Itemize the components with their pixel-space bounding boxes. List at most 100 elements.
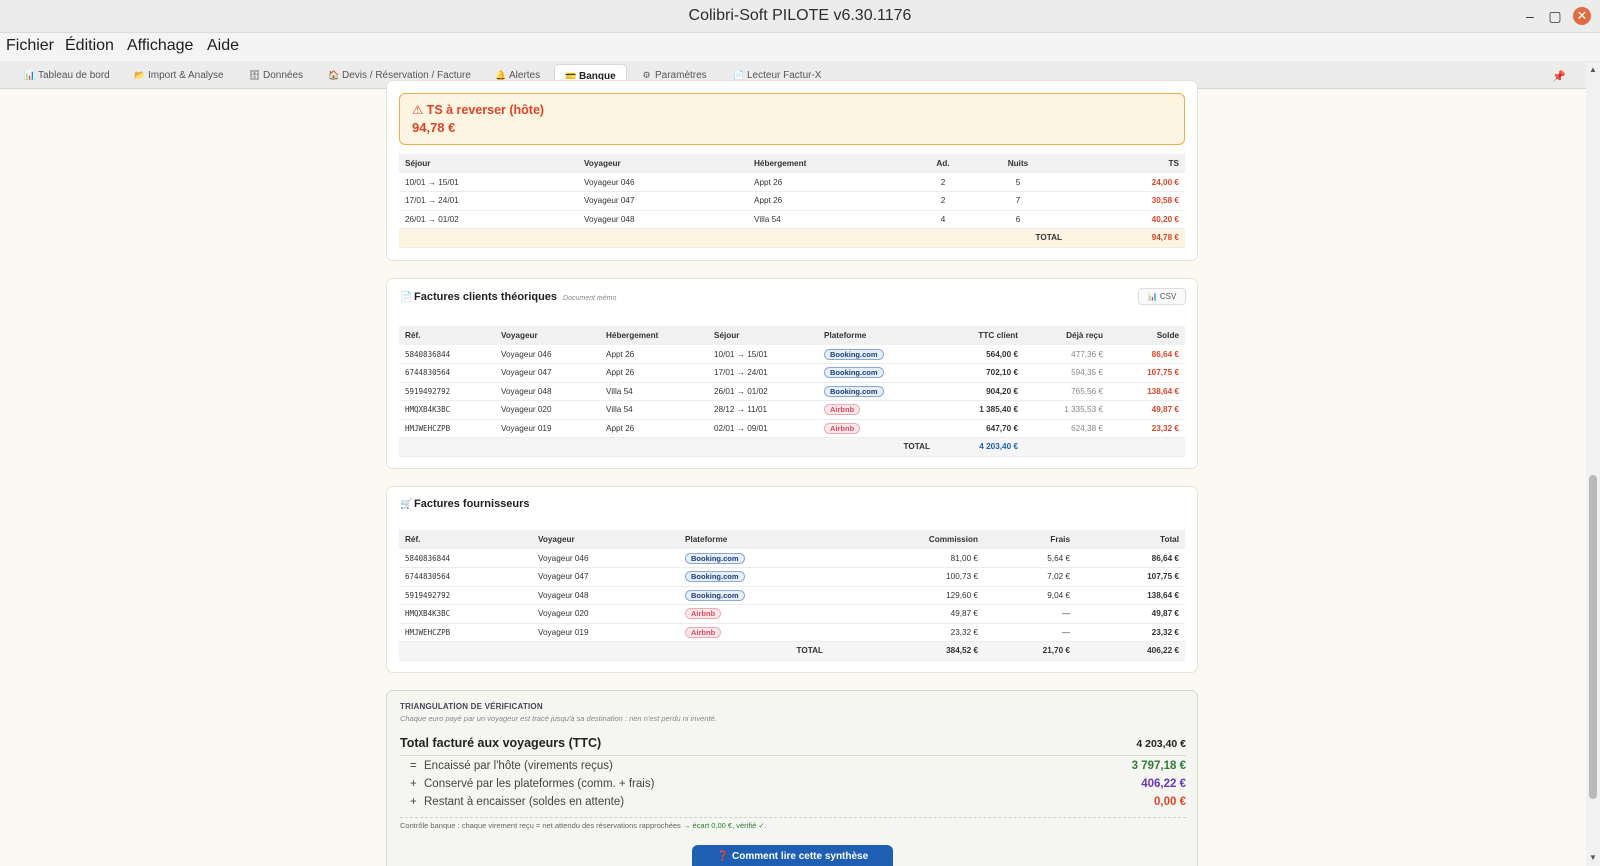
menu-edition[interactable]: Édition [65, 37, 114, 54]
ts-table: Séjour Voyageur Hébergement Ad. Nuits TS… [399, 154, 1185, 248]
cell-hebergement: Villa 54 [600, 382, 708, 401]
column-header: Réf. [399, 530, 532, 549]
cell-ts: 40,20 € [1068, 210, 1185, 229]
column-header: Déjà reçu [1024, 326, 1109, 345]
cell-sejour: 17/01 → 24/01 [399, 191, 578, 211]
tab-import-analyse[interactable]: 📂 Import & Analyse [134, 64, 224, 89]
column-header: Séjour [399, 154, 578, 173]
cell-frais: 5,64 € [984, 549, 1076, 568]
platform-badge: Airbnb [824, 404, 861, 416]
tab-lecteur-facturx[interactable]: 📄 Lecteur Factur-X [733, 64, 821, 89]
tab-parametres[interactable]: ⚙ Paramètres [641, 64, 706, 89]
operator: + [410, 778, 417, 790]
cell-nuits: 6 [968, 210, 1068, 229]
bank-control-note: Contrôle banque : chaque virement reçu =… [400, 821, 767, 830]
table-row: 5919492792 Voyageur 048 Villa 54 26/01 →… [399, 382, 1185, 401]
cell-hebergement: Appt 26 [600, 419, 708, 438]
cell-deja-recu: 1 335,53 € [1024, 400, 1109, 420]
cell-voyageur: Voyageur 019 [532, 623, 679, 642]
ts-alert-amount: 94,78 € [412, 120, 456, 135]
tab-label: Lecteur Factur-X [747, 70, 822, 81]
cell-deja-recu: 624,38 € [1024, 419, 1109, 438]
total-label: TOTAL [679, 641, 829, 661]
tab-devis[interactable]: 🏠 Devis / Réservation / Facture [328, 64, 471, 89]
menu-affichage[interactable]: Affichage [127, 37, 194, 54]
triangulation-subtitle: Chaque euro payé par un voyageur est tra… [400, 714, 717, 723]
cell-hebergement: Appt 26 [600, 363, 708, 383]
cell-ref: 5840836844 [399, 549, 532, 568]
verified-status: écart 0,00 €, vérifié ✓. [692, 821, 767, 830]
total-label: TOTAL [818, 437, 936, 457]
pin-icon[interactable]: 📌 [1552, 71, 1566, 83]
platform-badge: Airbnb [824, 422, 861, 434]
operator: = [410, 760, 417, 772]
menu-fichier[interactable]: Fichier [6, 37, 55, 54]
table-row: 17/01 → 24/01 Voyageur 047 Appt 26 2 7 3… [399, 191, 1185, 211]
cell-total: 23,32 € [1076, 623, 1185, 642]
scrollbar-thumb[interactable] [1589, 475, 1597, 799]
pending-row: + Restant à encaisser (soldes en attente)… [400, 796, 1186, 812]
memo-note: Document mémo [563, 295, 617, 302]
total-frais: 21,70 € [984, 641, 1076, 661]
cell-ttc: 1 385,40 € [936, 400, 1024, 420]
cell-voyageur: Voyageur 020 [532, 604, 679, 624]
platform-badge: Airbnb [685, 626, 722, 638]
cell-voyageur: Voyageur 047 [578, 191, 748, 211]
cell-ttc: 702,10 € [936, 363, 1024, 383]
tab-label: Tableau de bord [38, 70, 110, 81]
platform-kept-row: + Conservé par les plateformes (comm. + f… [400, 778, 1186, 794]
total-row: TOTAL 4 203,40 € [399, 437, 1185, 457]
cell-commission: 81,00 € [829, 549, 984, 568]
scroll-down-icon[interactable]: ▼ [1589, 853, 1597, 862]
cell-ttc: 647,70 € [936, 419, 1024, 438]
cell-sejour: 10/01 → 15/01 [708, 345, 818, 364]
operator: + [410, 796, 417, 808]
menu-bar: Fichier Édition Affichage Aide [0, 33, 1600, 61]
table-row: 5840836844 Voyageur 046 Appt 26 10/01 → … [399, 345, 1185, 364]
column-header: Solde [1109, 326, 1185, 345]
document-icon: 📄 [400, 292, 413, 303]
column-header: TS [1068, 154, 1185, 173]
cell-voyageur: Voyageur 048 [495, 382, 600, 401]
total-row: TOTAL 94,78 € [399, 228, 1185, 248]
cell-sejour: 02/01 → 09/01 [708, 419, 818, 438]
table-row: HMQXB4K3BC Voyageur 020 Villa 54 28/12 →… [399, 400, 1185, 420]
ts-alert-title: ⚠ TS à reverser (hôte) [412, 103, 545, 117]
scroll-up-icon[interactable]: ▲ [1589, 65, 1597, 74]
house-icon: 🏠 [328, 70, 340, 80]
card-icon: 💳 [565, 71, 577, 81]
cell-voyageur: Voyageur 046 [495, 345, 600, 364]
maximize-icon[interactable]: ▢ [1548, 8, 1562, 24]
tab-label: Import & Analyse [148, 70, 224, 81]
minimize-icon[interactable]: – [1526, 8, 1534, 24]
platform-kept-value: 406,22 € [1141, 778, 1186, 790]
database-icon: 🗄 [249, 70, 261, 80]
cell-plateforme: Booking.com [818, 382, 936, 401]
cell-sejour: 28/12 → 11/01 [708, 400, 818, 420]
platform-badge: Booking.com [685, 552, 745, 564]
cell-commission: 129,60 € [829, 586, 984, 605]
cell-plateforme: Booking.com [679, 586, 829, 605]
cell-deja-recu: 477,36 € [1024, 345, 1109, 364]
cell-solde: 107,75 € [1109, 363, 1185, 383]
table-row: 5919492792 Voyageur 048 Booking.com 129,… [399, 586, 1185, 605]
cell-frais: 9,04 € [984, 586, 1076, 605]
cell-adultes: 4 [918, 210, 968, 229]
tab-alertes[interactable]: 🔔 Alertes [495, 64, 540, 89]
column-header: Voyageur [495, 326, 600, 345]
cell-solde: 49,87 € [1109, 400, 1185, 420]
close-icon[interactable]: ✕ [1573, 7, 1591, 25]
window-title: Colibri-Soft PILOTE v6.30.1176 [688, 7, 912, 24]
chart-icon: 📊 [24, 70, 36, 80]
cell-hebergement: Appt 26 [748, 173, 918, 192]
client-invoices-table: Réf. Voyageur Hébergement Séjour Platefo… [399, 326, 1185, 457]
supplier-invoices-title: 🛒 Factures fournisseurs [400, 498, 530, 510]
tab-tableau-de-bord[interactable]: 📊 Tableau de bord [24, 64, 110, 89]
table-row: 26/01 → 01/02 Voyageur 048 Villa 54 4 6 … [399, 210, 1185, 229]
pending-label: Restant à encaisser (soldes en attente) [424, 796, 625, 808]
menu-aide[interactable]: Aide [207, 37, 240, 54]
help-synthesis-button[interactable]: ❓ Comment lire cette synthèse [692, 845, 893, 866]
csv-export-button[interactable]: 📊 CSV [1138, 288, 1186, 305]
vertical-scrollbar[interactable]: ▲ ▼ [1586, 63, 1600, 866]
tab-donnees[interactable]: 🗄 Données [249, 64, 303, 89]
